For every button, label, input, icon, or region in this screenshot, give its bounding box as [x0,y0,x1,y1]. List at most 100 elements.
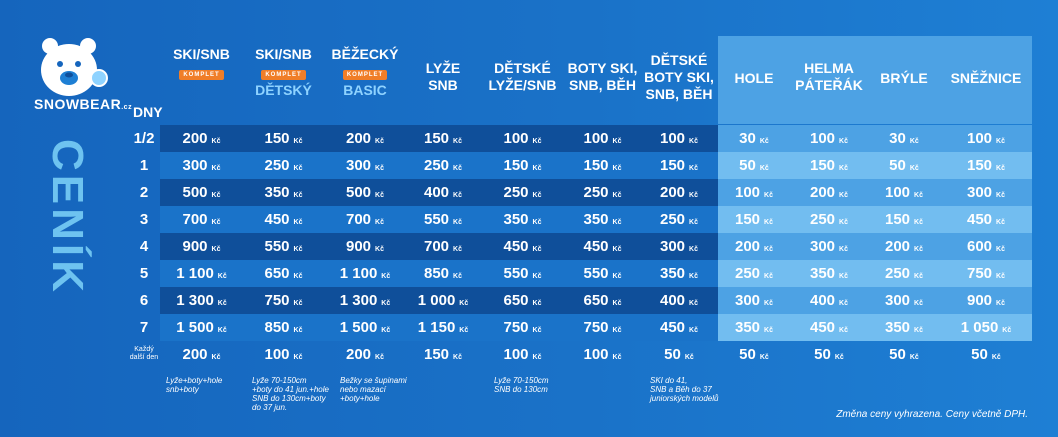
price-cell: 600 Kč [940,233,1032,260]
footer-note: Změna ceny vyhrazena. Ceny včetně DPH. [836,409,1028,420]
header-line: BĚŽECKÝ [331,46,399,62]
price-cell: 450 Kč [565,233,640,260]
price-value: 150 [503,157,529,174]
price-value: 350 [885,319,911,336]
note-line: SNB do 130cm [494,385,548,394]
currency-label: Kč [293,273,303,280]
currency-label: Kč [612,273,622,280]
price-cell: 550 Kč [243,233,324,260]
price-value: 100 [735,184,761,201]
currency-label: Kč [532,327,542,334]
price-cell: 250 Kč [480,179,565,206]
currency-label: Kč [684,354,694,361]
row-band [160,152,718,179]
currency-label: Kč [909,354,919,361]
header-line: SNB [428,77,458,93]
price-row: 200 Kč 150 Kč 200 Kč 150 Kč 100 Kč 100 Kč 100 Kč 30 Kč 1… [160,125,1032,152]
price-cell: 200 Kč [718,233,790,260]
price-value: 100 [583,130,609,147]
price-value: 500 [346,184,372,201]
price-value: 300 [660,238,686,255]
price-cell: 300 Kč [324,152,406,179]
column-header-1: SKI/SNB KOMPLET [160,46,243,82]
currency-label: Kč [612,165,622,172]
note-line: Lyže 70-150cm [252,376,307,385]
note-line: snb+boty [166,385,199,394]
currency-label: Kč [532,138,542,145]
header-line: SKI/SNB [255,46,312,62]
price-cell: 850 Kč [243,314,324,341]
price-value: 200 [810,184,836,201]
currency-label: Kč [375,219,384,226]
price-cell: 900 Kč [160,233,243,260]
currency-label: Kč [293,300,303,307]
price-cell: 100 Kč [565,125,640,152]
price-cell: 1 300 Kč [324,287,406,314]
currency-label: Kč [381,273,391,280]
price-cell: 50 Kč [640,341,718,368]
header-subtitle: BASIC [343,82,387,98]
currency-label: Kč [293,354,303,361]
currency-label: Kč [839,246,848,253]
currency-label: Kč [211,192,221,199]
price-value: 250 [264,157,290,174]
price-cell: 350 Kč [718,314,790,341]
price-cell: 300 Kč [160,152,243,179]
price-cell: 200 Kč [868,233,940,260]
price-value: 700 [424,238,450,255]
price-value: 150 [424,346,450,363]
price-cell: 1 500 Kč [160,314,243,341]
price-cell: 450 Kč [480,233,565,260]
note-line: SNB a Běh do 37 [650,385,712,394]
price-cell: 100 Kč [940,125,1032,152]
currency-label: Kč [532,273,542,280]
row-band [160,287,718,314]
price-cell: 500 Kč [324,179,406,206]
price-value: 150 [264,130,290,147]
price-cell: 550 Kč [480,260,565,287]
day-label: 4 [139,238,149,255]
column-header-5: DĚTSKÉ LYŽE/SNB [480,60,565,94]
day-label: 1/2 [133,130,155,147]
column-note: Bežky se šupinami nebo mazací +boty+hole [340,376,407,403]
price-value: 250 [885,265,911,282]
currency-label: Kč [453,246,462,253]
price-cell: 750 Kč [565,314,640,341]
header-line: DĚTSKÉ [650,52,708,68]
price-cell: 550 Kč [406,206,480,233]
currency-label: Kč [914,273,923,280]
price-value: 350 [264,184,290,201]
price-value: 30 [739,130,756,147]
price-value: 300 [182,157,208,174]
currency-label: Kč [375,138,384,145]
price-row: 500 Kč 350 Kč 500 Kč 400 Kč 250 Kč 250 Kč 200 Kč 100 Kč… [160,179,1032,206]
day-label: 6 [139,292,149,309]
price-cell: 150 Kč [640,152,718,179]
currency-label: Kč [217,273,227,280]
currency-label: Kč [996,273,1005,280]
price-value: 450 [503,238,529,255]
price-cell: 750 Kč [940,260,1032,287]
day-label-line: Každý [134,346,154,353]
row-band [160,233,718,260]
price-cell: 200 Kč [790,179,868,206]
currency-label: Kč [459,300,469,307]
column-header-10: BRÝLE [868,70,940,87]
price-cell: 650 Kč [243,260,324,287]
currency-label: Kč [834,354,844,361]
price-cell: 300 Kč [718,287,790,314]
price-cell: 750 Kč [243,287,324,314]
price-cell: 150 Kč [790,152,868,179]
price-value: 300 [967,184,993,201]
row-band-accessories [718,125,1032,152]
currency-label: Kč [764,246,773,253]
currency-label: Kč [1002,327,1012,334]
currency-label: Kč [612,192,622,199]
price-cell: 650 Kč [480,287,565,314]
currency-label: Kč [532,354,542,361]
price-cell: 50 Kč [868,152,940,179]
page-title: CENÍK [43,139,92,296]
price-cell: 150 Kč [940,152,1032,179]
price-value: 200 [885,238,911,255]
currency-label: Kč [759,165,769,172]
